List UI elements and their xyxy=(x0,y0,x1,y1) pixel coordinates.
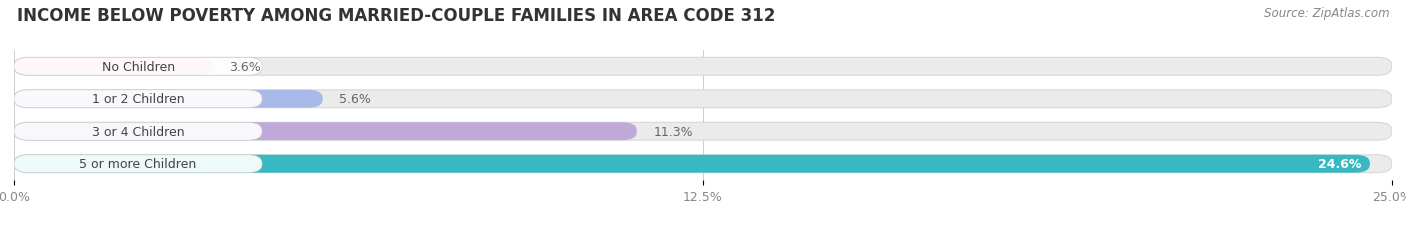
Text: 3 or 4 Children: 3 or 4 Children xyxy=(91,125,184,138)
Text: INCOME BELOW POVERTY AMONG MARRIED-COUPLE FAMILIES IN AREA CODE 312: INCOME BELOW POVERTY AMONG MARRIED-COUPL… xyxy=(17,7,775,25)
Text: 24.6%: 24.6% xyxy=(1319,158,1361,170)
FancyBboxPatch shape xyxy=(14,91,262,108)
Text: No Children: No Children xyxy=(101,61,174,73)
Text: 5.6%: 5.6% xyxy=(339,93,371,106)
Text: 1 or 2 Children: 1 or 2 Children xyxy=(91,93,184,106)
FancyBboxPatch shape xyxy=(14,155,1369,173)
FancyBboxPatch shape xyxy=(14,58,212,76)
FancyBboxPatch shape xyxy=(14,58,1392,76)
FancyBboxPatch shape xyxy=(14,58,262,76)
FancyBboxPatch shape xyxy=(14,91,1392,108)
FancyBboxPatch shape xyxy=(14,91,323,108)
FancyBboxPatch shape xyxy=(14,123,637,140)
Text: 5 or more Children: 5 or more Children xyxy=(80,158,197,170)
FancyBboxPatch shape xyxy=(14,155,262,173)
Text: Source: ZipAtlas.com: Source: ZipAtlas.com xyxy=(1264,7,1389,20)
FancyBboxPatch shape xyxy=(14,123,1392,140)
FancyBboxPatch shape xyxy=(14,123,262,140)
Text: 11.3%: 11.3% xyxy=(654,125,693,138)
FancyBboxPatch shape xyxy=(14,155,1392,173)
Text: 3.6%: 3.6% xyxy=(229,61,260,73)
